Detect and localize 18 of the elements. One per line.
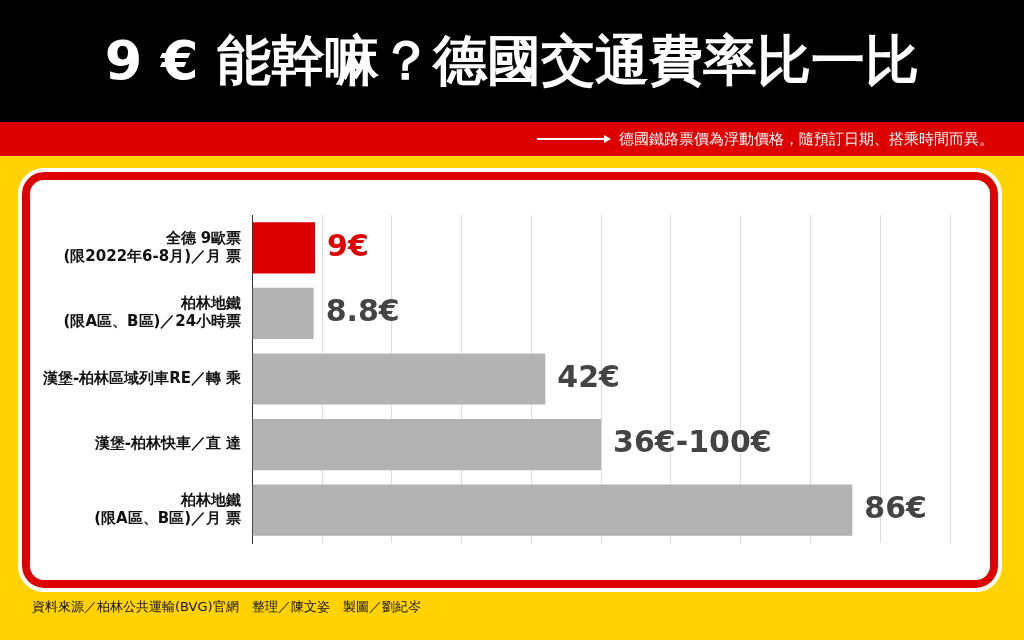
y-tick-label: 柏林地鐵 (限A區、B區)／月 票: [94, 491, 242, 528]
data-label: 9€: [327, 227, 369, 263]
data-label: 8.8€: [325, 293, 400, 329]
bar: [252, 222, 316, 274]
bar: [252, 353, 546, 405]
data-label: 42€: [557, 358, 620, 394]
annotation: 36€-100€: [613, 424, 772, 460]
chart-title: 9 € 能幹嘛？德國交通費率比一比: [104, 27, 920, 94]
bar: [252, 419, 602, 471]
bar: [252, 287, 314, 339]
y-tick-label: 柏林地鐵 (限A區、B區)／24小時票: [63, 294, 242, 331]
source-note: 資料來源／柏林公共運輸(BVG)官網 整理／陳文姿 製圖／劉紀岑: [32, 599, 421, 614]
bar: [252, 484, 853, 536]
data-label: 86€: [864, 490, 927, 525]
y-tick-label: 漢堡-柏林快車／直 達: [93, 434, 243, 453]
y-tick-label: 漢堡-柏林區域列車RE／轉 乘: [41, 368, 243, 387]
chart-subtitle: 德國鐵路票價為浮動價格，隨預訂日期、搭乘時間而異。: [619, 129, 994, 149]
y-tick-label: 全德 9歐票 (限2022年6-8月)／月 票: [63, 228, 242, 265]
